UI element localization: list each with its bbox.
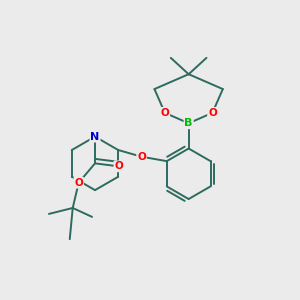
Text: O: O (114, 161, 123, 171)
Text: O: O (137, 152, 146, 162)
Text: B: B (184, 118, 193, 128)
Text: N: N (90, 132, 100, 142)
Text: O: O (160, 108, 169, 118)
Text: O: O (74, 178, 83, 188)
Text: O: O (208, 108, 217, 118)
